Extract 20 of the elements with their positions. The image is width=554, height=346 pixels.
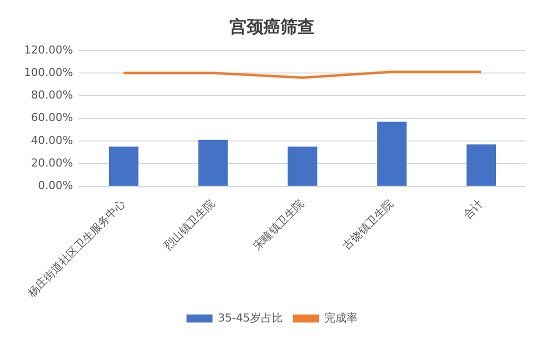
y-tick-label: 80.00% [30, 88, 73, 102]
bar [108, 146, 138, 186]
y-tick-label: 0.00% [38, 179, 73, 192]
x-tick-label: 古饶镇卫生院 [340, 196, 396, 253]
y-tick-label: 20.00% [30, 156, 73, 170]
legend-label: 35-45岁占比 [218, 311, 283, 324]
y-tick-label: 100.00% [24, 66, 73, 79]
x-tick-label: 合计 [460, 196, 486, 222]
bar [466, 144, 496, 186]
legend-label: 完成率 [324, 311, 358, 324]
x-tick-label: 烈山镇卫生院 [161, 196, 218, 253]
x-tick-label: 杨庄街道社区卫生服务中心 [24, 196, 128, 300]
y-tick-label: 40.00% [30, 134, 73, 147]
bar [198, 140, 228, 186]
bar [377, 122, 407, 186]
x-tick-label: 宋疃镇卫生院 [250, 196, 307, 253]
y-tick-label: 60.00% [30, 111, 73, 124]
y-tick-label: 120.00% [24, 43, 73, 56]
chart-title: 宫颈癌筛查 [230, 18, 314, 38]
bar [288, 146, 318, 186]
